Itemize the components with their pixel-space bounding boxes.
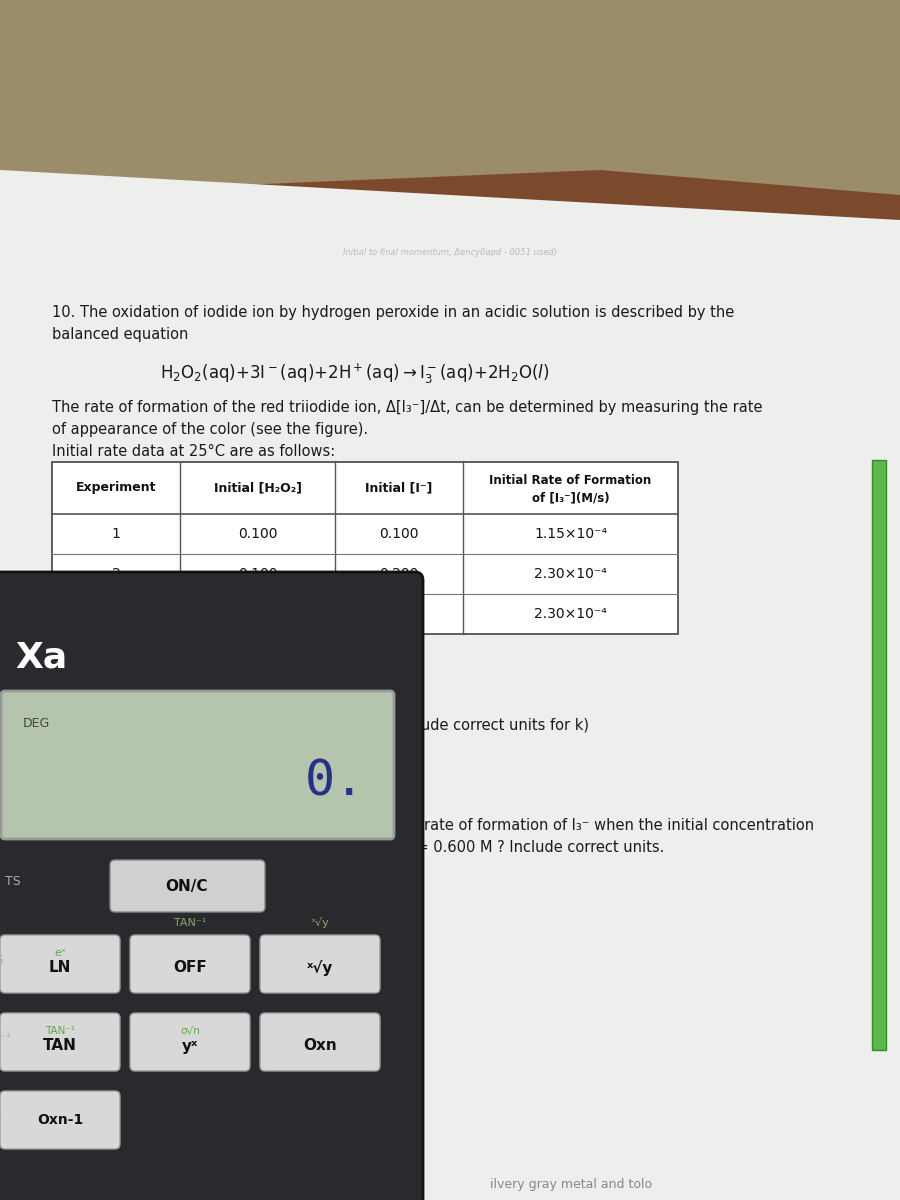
Text: ˣ√y: ˣ√y bbox=[310, 917, 329, 928]
FancyBboxPatch shape bbox=[260, 1013, 380, 1070]
Text: 0.200: 0.200 bbox=[238, 607, 277, 622]
FancyBboxPatch shape bbox=[1, 691, 394, 839]
Text: The rate of formation of the red triiodide ion, Δ[I₃⁻]/Δt, can be determined by : The rate of formation of the red triiodi… bbox=[52, 400, 762, 415]
Text: yˣ: yˣ bbox=[182, 1038, 198, 1054]
Text: H$_2$O$_2$(aq)+3I$^-$(aq)+2H$^+$(aq)$\rightarrow$I$_3^-$(aq)+2H$_2$O($l$): H$_2$O$_2$(aq)+3I$^-$(aq)+2H$^+$(aq)$\ri… bbox=[160, 362, 550, 386]
Text: Initial [I⁻]: Initial [I⁻] bbox=[365, 481, 433, 494]
Text: pts)What is the value of the rate constant, k? (include correct units for k): pts)What is the value of the rate consta… bbox=[52, 718, 589, 733]
Text: 2.30×10⁻⁴: 2.30×10⁻⁴ bbox=[534, 566, 607, 581]
Text: pts) What is the rate law for the formation of I₃⁻?: pts) What is the rate law for the format… bbox=[52, 652, 411, 667]
Text: S⁻¹: S⁻¹ bbox=[0, 1033, 11, 1043]
Text: ilvery gray metal and tolo: ilvery gray metal and tolo bbox=[490, 1178, 652, 1190]
Text: G: G bbox=[0, 954, 3, 966]
Text: Initial [H₂O₂]: Initial [H₂O₂] bbox=[213, 481, 302, 494]
Text: 1.15×10⁻⁴: 1.15×10⁻⁴ bbox=[534, 527, 608, 541]
FancyBboxPatch shape bbox=[260, 935, 380, 994]
Text: TAN: TAN bbox=[43, 1038, 76, 1054]
FancyBboxPatch shape bbox=[130, 1013, 250, 1070]
Text: eˣ: eˣ bbox=[54, 948, 66, 958]
Text: 2: 2 bbox=[112, 566, 121, 581]
Polygon shape bbox=[872, 460, 886, 1050]
Text: Experiment: Experiment bbox=[76, 481, 157, 494]
Text: ˣ√y: ˣ√y bbox=[307, 960, 333, 976]
Polygon shape bbox=[0, 170, 900, 1200]
Text: balanced equation: balanced equation bbox=[52, 326, 188, 342]
FancyBboxPatch shape bbox=[130, 935, 250, 994]
FancyBboxPatch shape bbox=[0, 935, 120, 994]
FancyBboxPatch shape bbox=[110, 860, 265, 912]
FancyBboxPatch shape bbox=[0, 1091, 120, 1150]
Text: Initial to final momentum, Δency0apd - 0051 used): Initial to final momentum, Δency0apd - 0… bbox=[343, 248, 557, 257]
Text: 0.100: 0.100 bbox=[238, 566, 277, 581]
Text: 0.100: 0.100 bbox=[379, 607, 418, 622]
Text: Oxn: Oxn bbox=[303, 1038, 337, 1054]
Text: OFF: OFF bbox=[173, 960, 207, 976]
Text: Initial rate data at 25°C are as follows:: Initial rate data at 25°C are as follows… bbox=[52, 444, 335, 458]
FancyBboxPatch shape bbox=[0, 572, 423, 1200]
Text: DEG: DEG bbox=[23, 716, 50, 730]
Text: Oxn-1: Oxn-1 bbox=[37, 1114, 83, 1127]
Text: = 0.200 M and [I⁻]= 0.600 M ? Include correct units.: = 0.200 M and [I⁻]= 0.600 M ? Include co… bbox=[280, 840, 664, 854]
Text: 3: 3 bbox=[112, 607, 121, 622]
Text: TAN⁻¹: TAN⁻¹ bbox=[45, 1026, 75, 1036]
Text: 10. The oxidation of iodide ion by hydrogen peroxide in an acidic solution is de: 10. The oxidation of iodide ion by hydro… bbox=[52, 305, 734, 320]
FancyBboxPatch shape bbox=[0, 1013, 120, 1070]
Text: of appearance of the color (see the figure).: of appearance of the color (see the figu… bbox=[52, 422, 368, 437]
Text: 0.: 0. bbox=[305, 757, 365, 805]
Text: 0.200: 0.200 bbox=[379, 566, 418, 581]
Text: LN: LN bbox=[49, 960, 71, 976]
Text: 2.30×10⁻⁴: 2.30×10⁻⁴ bbox=[534, 607, 607, 622]
Text: TS: TS bbox=[5, 875, 21, 888]
Text: ON/C: ON/C bbox=[166, 878, 208, 894]
Text: σ√n: σ√n bbox=[180, 1026, 200, 1036]
Text: 1: 1 bbox=[112, 527, 121, 541]
Text: Rate =: Rate = bbox=[280, 680, 333, 695]
Text: ) What is the initial rate of formation of I₃⁻ when the initial concentration: ) What is the initial rate of formation … bbox=[280, 818, 814, 833]
Bar bbox=[52, 462, 678, 634]
Text: Xa: Xa bbox=[15, 640, 68, 674]
Text: 0.100: 0.100 bbox=[238, 527, 277, 541]
Text: S: S bbox=[0, 1110, 1, 1122]
Polygon shape bbox=[0, 0, 900, 194]
Text: TAN⁻¹: TAN⁻¹ bbox=[174, 918, 206, 928]
Text: Initial Rate of Formation: Initial Rate of Formation bbox=[490, 474, 652, 487]
Text: 0.100: 0.100 bbox=[379, 527, 418, 541]
Text: of [I₃⁻](M/s): of [I₃⁻](M/s) bbox=[532, 492, 609, 504]
